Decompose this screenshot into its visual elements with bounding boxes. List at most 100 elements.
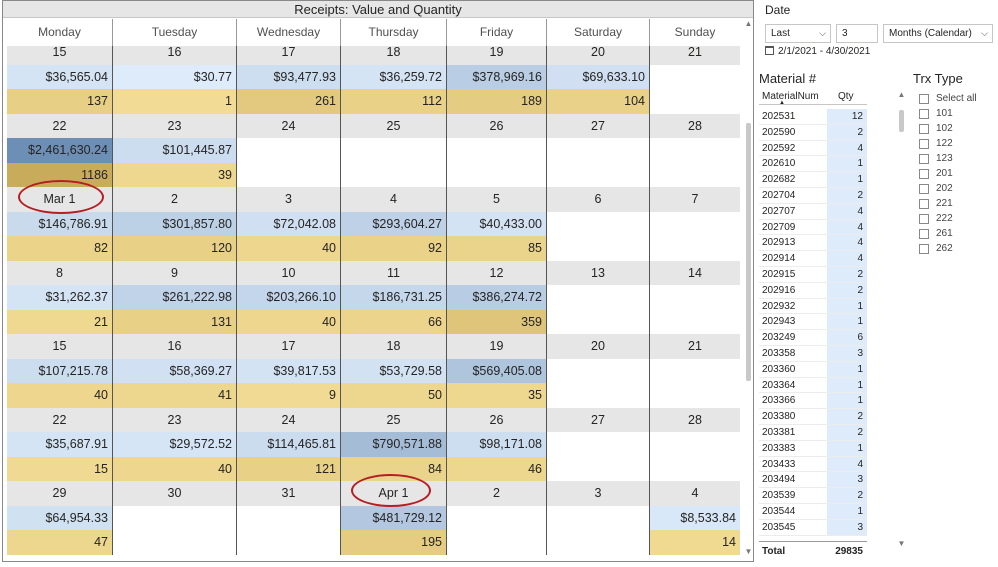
calendar-date-cell[interactable]: 14: [650, 260, 740, 285]
calendar-date-cell[interactable]: 28: [650, 113, 740, 138]
receipt-value-cell[interactable]: $146,786.91: [7, 211, 113, 236]
receipt-qty-cell[interactable]: 85: [447, 236, 547, 261]
calendar-date-cell[interactable]: 2: [447, 481, 547, 506]
table-row[interactable]: 203433 4: [759, 456, 867, 473]
table-row[interactable]: 203494 3: [759, 472, 867, 489]
receipt-qty-cell[interactable]: 131: [113, 309, 237, 334]
receipt-qty-cell[interactable]: 66: [341, 309, 447, 334]
receipt-qty-cell[interactable]: [547, 162, 650, 187]
receipt-qty-cell[interactable]: 84: [341, 456, 447, 481]
receipt-value-cell[interactable]: $35,687.91: [7, 432, 113, 457]
receipt-value-cell[interactable]: $53,729.58: [341, 358, 447, 383]
receipt-value-cell[interactable]: [447, 505, 547, 530]
table-row[interactable]: 203364 1: [759, 377, 867, 394]
receipt-value-cell[interactable]: [447, 138, 547, 163]
receipt-value-cell[interactable]: $569,405.08: [447, 358, 547, 383]
calendar-date-cell[interactable]: 21: [650, 46, 740, 65]
receipt-value-cell[interactable]: $40,433.00: [447, 211, 547, 236]
trx-type-checkbox[interactable]: 122: [919, 136, 995, 151]
calendar-date-cell[interactable]: 17: [237, 334, 341, 359]
receipt-value-cell[interactable]: [547, 285, 650, 310]
table-row[interactable]: 202932 1: [759, 298, 867, 315]
table-row[interactable]: 202707 4: [759, 203, 867, 220]
trx-type-checkbox[interactable]: 262: [919, 241, 995, 256]
checkbox-icon[interactable]: [919, 168, 929, 179]
receipt-qty-cell[interactable]: 9: [237, 383, 341, 408]
receipt-qty-cell[interactable]: [547, 456, 650, 481]
relative-count-input[interactable]: 3: [836, 24, 878, 43]
calendar-date-cell[interactable]: 27: [547, 113, 650, 138]
table-row[interactable]: 203380 2: [759, 409, 867, 425]
table-row[interactable]: 202709 4: [759, 219, 867, 236]
receipt-value-cell[interactable]: [547, 211, 650, 236]
trx-type-checkbox[interactable]: 221: [919, 196, 995, 211]
receipt-qty-cell[interactable]: [547, 309, 650, 334]
calendar-date-cell[interactable]: 15: [7, 46, 113, 65]
receipt-value-cell[interactable]: $58,369.27: [113, 358, 237, 383]
receipt-qty-cell[interactable]: [650, 89, 740, 114]
receipt-value-cell[interactable]: $8,533.84: [650, 505, 740, 530]
receipt-qty-cell[interactable]: [113, 530, 237, 555]
material-table-scrollbar[interactable]: ▲ ▼: [897, 90, 906, 548]
calendar-date-cell[interactable]: 27: [547, 407, 650, 432]
calendar-date-cell[interactable]: Mar 1: [7, 187, 113, 212]
table-row[interactable]: 202610 1: [759, 156, 867, 173]
trx-type-checkbox[interactable]: 102: [919, 121, 995, 136]
table-row[interactable]: 202943 1: [759, 314, 867, 331]
receipt-qty-cell[interactable]: 40: [237, 309, 341, 334]
receipt-value-cell[interactable]: $36,565.04: [7, 64, 113, 89]
table-row[interactable]: 203358 3: [759, 345, 867, 362]
receipt-value-cell[interactable]: [237, 138, 341, 163]
table-row[interactable]: 203544 1: [759, 503, 867, 520]
calendar-scrollbar[interactable]: ▲ ▼: [744, 19, 753, 557]
table-row[interactable]: 203381 2: [759, 424, 867, 441]
calendar-date-cell[interactable]: 26: [447, 407, 547, 432]
receipt-value-cell[interactable]: [650, 138, 740, 163]
calendar-date-cell[interactable]: 6: [547, 187, 650, 212]
receipt-qty-cell[interactable]: 14: [650, 530, 740, 555]
receipt-value-cell[interactable]: [547, 358, 650, 383]
calendar-date-cell[interactable]: 10: [237, 260, 341, 285]
receipt-value-cell[interactable]: [341, 138, 447, 163]
receipt-qty-cell[interactable]: 1186: [7, 162, 113, 187]
receipt-qty-cell[interactable]: [650, 236, 740, 261]
receipt-value-cell[interactable]: [547, 505, 650, 530]
table-row[interactable]: 202682 1: [759, 172, 867, 188]
table-row[interactable]: 202531 12: [759, 109, 867, 125]
table-row[interactable]: 202914 4: [759, 251, 867, 267]
scroll-thumb[interactable]: [746, 123, 751, 381]
receipt-value-cell[interactable]: $378,969.16: [447, 64, 547, 89]
receipt-qty-cell[interactable]: 41: [113, 383, 237, 408]
receipt-value-cell[interactable]: $301,857.80: [113, 211, 237, 236]
receipt-qty-cell[interactable]: 47: [7, 530, 113, 555]
receipt-value-cell[interactable]: $31,262.37: [7, 285, 113, 310]
receipt-value-cell[interactable]: [650, 358, 740, 383]
receipt-value-cell[interactable]: $481,729.12: [341, 505, 447, 530]
receipt-qty-cell[interactable]: 92: [341, 236, 447, 261]
receipt-value-cell[interactable]: $114,465.81: [237, 432, 341, 457]
calendar-date-cell[interactable]: 12: [447, 260, 547, 285]
materialnum-column-header[interactable]: MaterialNum ▲: [759, 89, 827, 106]
receipt-value-cell[interactable]: [547, 432, 650, 457]
receipt-qty-cell[interactable]: 359: [447, 309, 547, 334]
receipt-qty-cell[interactable]: 82: [7, 236, 113, 261]
receipt-value-cell[interactable]: $30.77: [113, 64, 237, 89]
receipt-value-cell[interactable]: $72,042.08: [237, 211, 341, 236]
calendar-date-cell[interactable]: 4: [341, 187, 447, 212]
receipt-value-cell[interactable]: $293,604.27: [341, 211, 447, 236]
table-row[interactable]: 203545 3: [759, 519, 867, 536]
receipt-value-cell[interactable]: $2,461,630.24: [7, 138, 113, 163]
receipt-qty-cell[interactable]: 40: [113, 456, 237, 481]
scroll-down-icon[interactable]: ▼: [897, 539, 906, 548]
receipt-qty-cell[interactable]: [547, 530, 650, 555]
calendar-date-cell[interactable]: 24: [237, 113, 341, 138]
receipt-qty-cell[interactable]: 137: [7, 89, 113, 114]
calendar-date-cell[interactable]: 25: [341, 113, 447, 138]
receipt-qty-cell[interactable]: 50: [341, 383, 447, 408]
receipt-qty-cell[interactable]: [650, 309, 740, 334]
calendar-date-cell[interactable]: 23: [113, 407, 237, 432]
calendar-date-cell[interactable]: 3: [547, 481, 650, 506]
receipt-qty-cell[interactable]: [447, 530, 547, 555]
calendar-date-cell[interactable]: 18: [341, 46, 447, 65]
receipt-qty-cell[interactable]: [650, 162, 740, 187]
